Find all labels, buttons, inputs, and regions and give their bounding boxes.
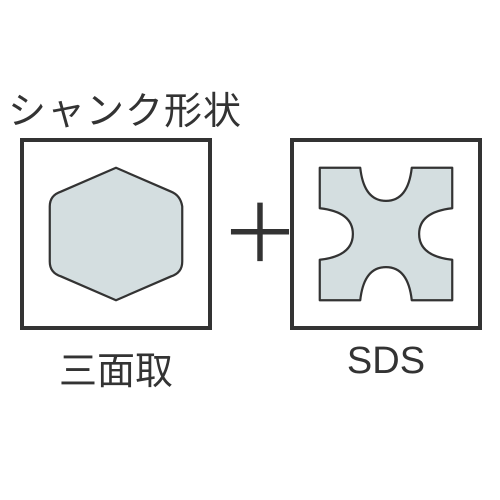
shank-box-three-flat bbox=[20, 138, 212, 330]
caption-three-flat: 三面取 bbox=[20, 340, 212, 395]
hexagon-path bbox=[50, 168, 182, 300]
diagram-canvas: シャンク形状 ＋ 三面取 SDS bbox=[0, 0, 500, 500]
diagram-title: シャンク形状 bbox=[8, 80, 242, 135]
hexagon-three-flat-icon bbox=[24, 142, 208, 326]
sds-path bbox=[320, 168, 452, 300]
caption-sds: SDS bbox=[290, 340, 482, 383]
shank-box-sds bbox=[290, 138, 482, 330]
plus-icon: ＋ bbox=[220, 190, 280, 280]
sds-profile-icon bbox=[294, 142, 478, 326]
